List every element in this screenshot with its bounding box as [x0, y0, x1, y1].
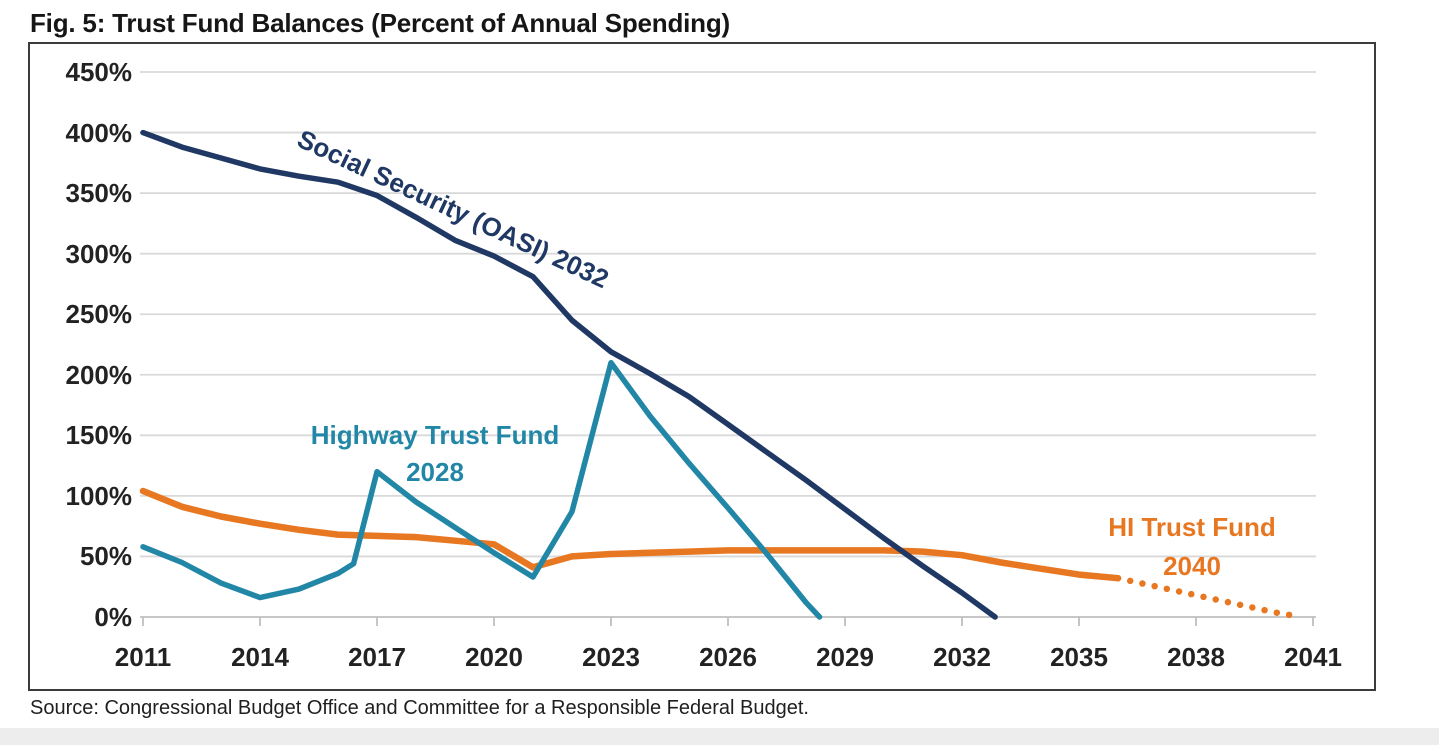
figure-title: Fig. 5: Trust Fund Balances (Percent of … [30, 8, 731, 38]
series-line-social-security-oasi-2032 [140, 129, 998, 620]
y-axis-tick-label: 350% [65, 178, 133, 209]
x-axis-tick-label: 2038 [1167, 642, 1225, 672]
y-axis-tick-label: 250% [65, 299, 133, 330]
series-line-highway-trust-fund-2028 [140, 359, 823, 620]
y-axis-tick-label: 200% [65, 359, 133, 390]
x-axis-tick-label: 2029 [816, 642, 874, 672]
y-axis-tick-label: 0% [94, 602, 132, 632]
plot-border [28, 42, 1376, 691]
series-label-highway-line1: Highway Trust Fund [310, 420, 560, 450]
x-axis-tick-label: 2041 [1284, 642, 1342, 672]
series-label-hi-line1: HI Trust Fund [1108, 512, 1276, 542]
x-axis-tick-label: 2032 [933, 642, 991, 672]
y-axis-tick-label: 300% [65, 238, 133, 269]
x-axis-tick-label: 2017 [348, 642, 406, 672]
series-label-highway-line2: 2028 [406, 457, 464, 487]
series-line-hi-trust-fund-2040 [139, 487, 1122, 582]
series-label-hi-line2: 2040 [1163, 551, 1221, 581]
y-axis-tick-label: 100% [65, 480, 133, 511]
bottom-strip [0, 728, 1439, 745]
series-line-dotted-hi-trust-fund-2040 [1114, 574, 1305, 621]
y-axis-tick-label: 400% [65, 117, 133, 148]
series-label-hi-trust-fund: HI Trust Fund 2040 [1042, 508, 1342, 586]
y-axis-tick-label: 450% [65, 57, 133, 87]
source-note: Source: Congressional Budget Office and … [30, 697, 809, 719]
x-axis-tick-label: 2035 [1050, 642, 1108, 672]
series-label-highway-trust-fund: Highway Trust Fund 2028 [285, 417, 585, 491]
x-axis-tick-label: 2020 [465, 642, 523, 672]
x-axis-tick-label: 2026 [699, 642, 757, 672]
y-axis-tick-label: 150% [65, 420, 133, 451]
x-axis-tick-label: 2023 [582, 642, 640, 672]
y-axis-tick-label: 50% [79, 541, 132, 572]
x-axis-tick-label: 2014 [231, 642, 289, 672]
x-axis-tick-label: 2011 [114, 642, 172, 672]
